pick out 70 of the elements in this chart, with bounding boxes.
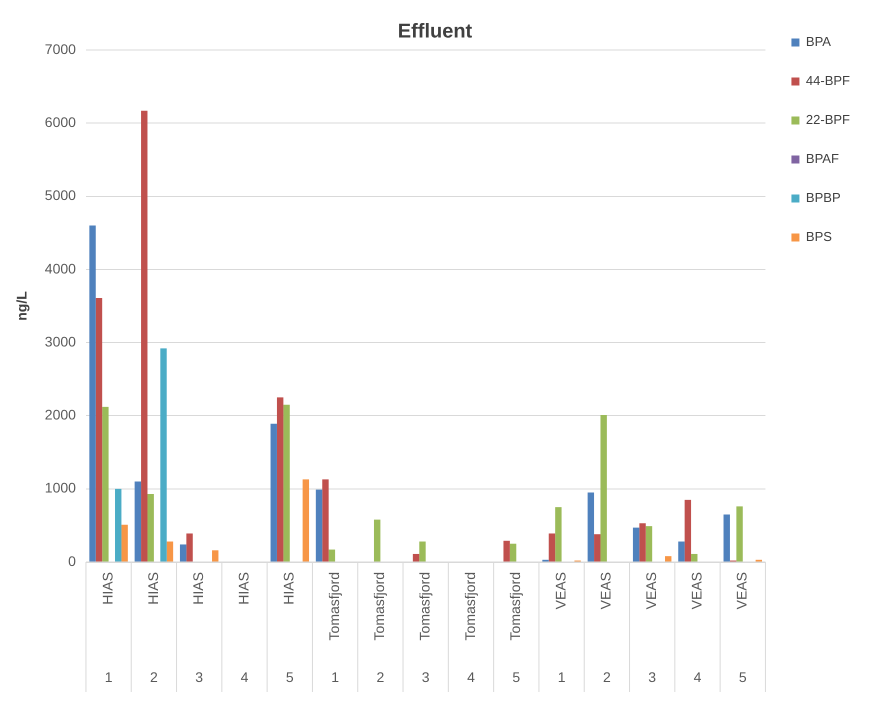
bar	[588, 492, 594, 562]
y-axis-title: ng/L	[13, 290, 30, 321]
category-label: HIAS 5	[280, 572, 297, 685]
bar	[594, 534, 600, 562]
bar	[115, 488, 122, 562]
bar	[89, 226, 96, 562]
bar	[141, 110, 148, 562]
bar	[270, 424, 277, 562]
bar	[646, 526, 652, 562]
bar	[212, 550, 218, 562]
legend-label: BPS	[806, 229, 832, 244]
bar	[412, 554, 420, 562]
category-label: Tomasfjord 1	[326, 572, 342, 685]
y-tick-label: 3000	[44, 333, 76, 350]
bar	[283, 404, 290, 562]
y-tick-label: 5000	[44, 187, 76, 204]
bar	[724, 514, 730, 562]
y-tick-label: 0	[68, 552, 76, 569]
legend-label: 22-BPF	[806, 112, 850, 128]
category-label: HIAS 3	[190, 572, 206, 685]
bar	[121, 524, 128, 562]
bar	[684, 500, 692, 562]
bar	[160, 348, 167, 562]
bar	[678, 542, 685, 562]
bar	[555, 507, 562, 562]
category-label: HIAS 4	[235, 572, 252, 685]
category-label: Tomasfjord 2	[371, 572, 388, 685]
bar	[328, 550, 336, 562]
bar	[600, 414, 607, 562]
y-tick-label: 4000	[44, 260, 76, 276]
legend-label: 44-BPF	[806, 73, 850, 88]
bar	[510, 544, 516, 562]
bar	[639, 523, 646, 562]
bar	[276, 397, 284, 562]
category-label: VEAS 2	[598, 572, 614, 685]
legend-label: BPBP	[806, 190, 841, 206]
bar	[96, 298, 102, 562]
bar	[147, 494, 154, 562]
bar	[322, 479, 329, 562]
bar	[166, 542, 174, 562]
y-tick-label: 6000	[44, 114, 76, 130]
bar	[665, 556, 672, 562]
bar	[632, 528, 640, 562]
bar	[316, 490, 322, 562]
bar	[180, 544, 186, 562]
category-label: Tomasfjord 5	[507, 572, 524, 685]
category-label: Tomasfjord 3	[416, 572, 433, 685]
category-label: VEAS 1	[552, 572, 568, 685]
category-label: HIAS 2	[144, 572, 161, 685]
y-tick-label: 2000	[44, 406, 76, 423]
legend-label: BPAF	[806, 151, 839, 166]
chart-title: Effluent	[398, 20, 473, 43]
bar	[419, 542, 426, 562]
category-label: Tomasfjord 4	[462, 572, 478, 685]
bar	[548, 533, 556, 562]
legend-label: BPA	[806, 34, 832, 50]
y-tick-label: 1000	[44, 480, 76, 496]
category-label: VEAS 4	[688, 572, 704, 685]
bar	[302, 479, 310, 562]
category-label: VEAS 3	[643, 572, 660, 685]
bar	[134, 482, 142, 562]
bar	[736, 506, 743, 562]
bar	[503, 540, 510, 562]
bar	[186, 533, 193, 562]
category-label: HIAS 1	[99, 572, 116, 685]
bar	[691, 554, 698, 562]
category-label: VEAS 5	[734, 572, 750, 685]
bar	[102, 406, 109, 562]
bar	[374, 520, 380, 562]
y-tick-label: 7000	[44, 40, 76, 57]
